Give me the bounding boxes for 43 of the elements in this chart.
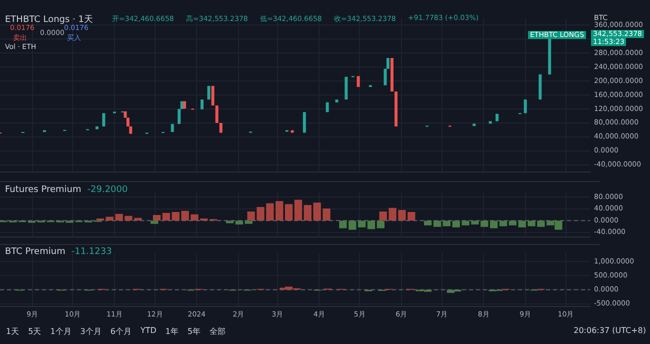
bar	[226, 220, 234, 224]
candlestick	[102, 112, 106, 127]
text: 1天	[6, 326, 20, 337]
annotation: -29.2000	[87, 185, 128, 195]
chart-title: Futures Premium	[5, 185, 82, 195]
candlestick	[211, 85, 214, 106]
candlestick	[356, 76, 360, 88]
annotation: -11.1233	[71, 247, 112, 257]
text: 3个月	[80, 326, 102, 337]
text: 20:06:37 (UTC+8)	[574, 326, 646, 337]
bar	[284, 204, 293, 220]
bar	[367, 220, 376, 230]
bar	[376, 220, 384, 228]
bar	[442, 220, 451, 226]
bar	[106, 216, 114, 220]
text: 1年	[165, 326, 178, 337]
bar	[490, 220, 498, 228]
bar	[244, 220, 252, 224]
text: 5年	[188, 326, 201, 337]
bar	[358, 220, 366, 228]
bar	[424, 220, 432, 226]
candlestick	[302, 112, 306, 134]
text: 5天	[28, 326, 42, 337]
text: 全部	[210, 326, 226, 337]
bar	[235, 220, 244, 224]
candlestick	[215, 104, 218, 124]
bar	[150, 220, 158, 224]
bar	[304, 204, 312, 220]
candlestick	[524, 99, 527, 114]
text: YTD	[140, 326, 156, 337]
bar	[433, 220, 442, 227]
chart-title: BTC Premium	[5, 247, 66, 257]
bar	[508, 220, 517, 226]
text: 6个月	[110, 326, 132, 337]
bar	[152, 214, 161, 220]
chart-title: ETHBTC Longs · 1天	[5, 14, 94, 25]
bar	[162, 212, 170, 220]
bar	[294, 200, 302, 220]
candlestick	[178, 108, 181, 124]
candlestick	[200, 99, 204, 110]
bar	[172, 212, 180, 220]
bar	[499, 220, 508, 226]
text: 1个月	[50, 326, 72, 337]
